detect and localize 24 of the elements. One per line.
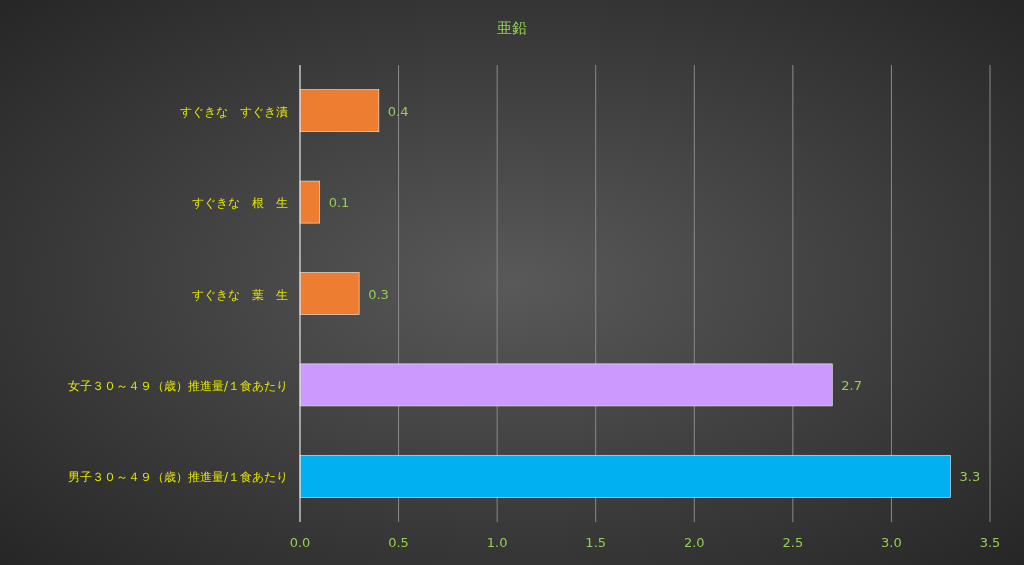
bar: [299, 89, 380, 133]
x-tick-label: 3.0: [881, 535, 902, 550]
bar: [299, 454, 951, 498]
y-tick-label: すぐきな 葉 生: [192, 287, 288, 302]
y-tick-label: 男子３０～４９（歳）推進量/１食あたり: [67, 470, 288, 485]
data-label: 3.3: [959, 469, 981, 485]
data-label: 0.3: [368, 286, 389, 302]
x-tick-label: 1.5: [585, 535, 607, 550]
x-tick-label: 3.5: [979, 535, 1001, 550]
y-tick-label: 女子３０～４９（歳）推進量/１食あたり: [67, 378, 288, 393]
bar: [299, 363, 833, 407]
bar: [299, 272, 360, 315]
x-tick-label: 0.5: [388, 535, 409, 550]
data-label: 0.1: [328, 195, 350, 211]
x-tick-label: 2.5: [782, 535, 804, 550]
y-tick-label: すぐきな すぐき漬: [180, 104, 288, 119]
chart-title: 亜鉛: [497, 19, 527, 37]
x-tick-label: 2.0: [683, 535, 705, 550]
x-tick-label: 0.0: [289, 535, 311, 550]
data-label: 0.4: [387, 103, 409, 119]
bar: [299, 180, 321, 224]
y-tick-label: すぐきな 根 生: [192, 196, 288, 211]
data-label: 2.7: [841, 377, 862, 393]
x-tick-label: 1.0: [486, 535, 508, 550]
